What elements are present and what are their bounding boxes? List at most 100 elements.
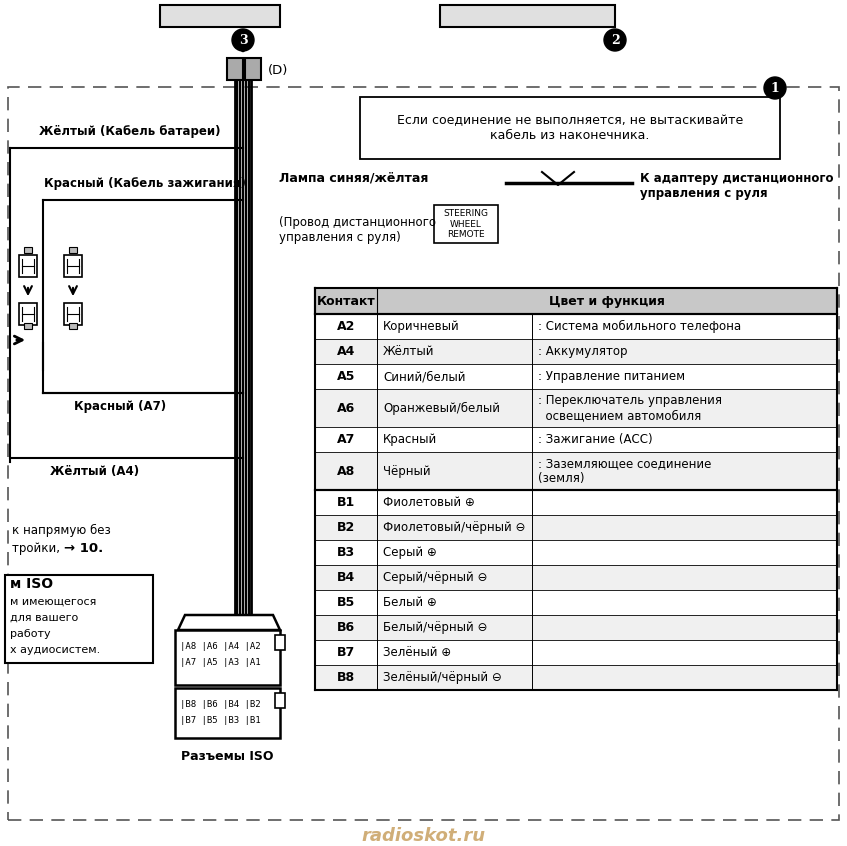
Text: : Заземляющее соединение
(земля): : Заземляющее соединение (земля) [538,457,711,485]
Text: A2: A2 [337,320,355,333]
Bar [275,635,285,650]
Text: Оранжевый/белый: Оранжевый/белый [383,402,500,415]
Circle shape [764,77,786,99]
Circle shape [232,29,254,51]
Bar [315,615,837,640]
Text: |A8 |A6 |A4 |A2: |A8 |A6 |A4 |A2 [180,641,261,651]
Text: A6: A6 [337,402,355,415]
Bar [315,665,837,690]
Text: |A7 |A5 |A3 |A1: |A7 |A5 |A3 |A1 [180,657,261,667]
Text: B4: B4 [337,571,355,584]
Text: Жёлтый (Кабель батареи): Жёлтый (Кабель батареи) [39,125,221,138]
Bar [160,5,280,27]
Bar [315,515,837,540]
Text: 1: 1 [771,81,779,95]
Text: B1: B1 [337,496,355,509]
Bar [5,575,153,663]
Text: работу: работу [10,629,51,639]
Text: Цвет и функция: Цвет и функция [549,294,665,307]
Text: Жёлтый: Жёлтый [383,345,435,358]
Circle shape [604,29,626,51]
Bar [360,97,780,159]
Bar [69,247,77,253]
Text: Красный: Красный [383,433,437,446]
Text: : Система мобильного телефона: : Система мобильного телефона [538,320,741,333]
Bar [315,339,837,364]
Text: м ISO: м ISO [10,577,53,591]
Text: х аудиосистем.: х аудиосистем. [10,645,100,655]
Bar [434,205,498,243]
Text: A4: A4 [337,345,355,358]
Text: B6: B6 [337,621,355,634]
Text: Красный (А7): Красный (А7) [74,399,166,413]
Bar [64,255,82,277]
Bar [315,364,837,389]
Bar [315,490,837,515]
Text: Красный (Кабель зажигания): Красный (Кабель зажигания) [44,177,246,190]
Text: Жёлтый (А4): Жёлтый (А4) [51,464,140,477]
Text: тройки,: тройки, [12,541,64,554]
Bar [8,87,839,820]
Text: A7: A7 [337,433,355,446]
Text: radioskot.ru: radioskot.ru [361,827,485,845]
Text: Зелёный ⊕: Зелёный ⊕ [383,646,451,659]
Text: B8: B8 [337,671,355,684]
Bar [24,323,32,329]
Text: (Провод дистанционного
управления с руля): (Провод дистанционного управления с руля… [279,216,436,244]
Bar [24,247,32,253]
Text: Синий/белый: Синий/белый [383,370,466,383]
Bar [315,427,837,452]
Text: Зелёный/чёрный ⊖: Зелёный/чёрный ⊖ [383,671,501,684]
Text: B7: B7 [337,646,355,659]
Text: B5: B5 [337,596,355,609]
Bar [315,452,837,490]
Text: B3: B3 [337,546,355,559]
Text: : Управление питанием: : Управление питанием [538,370,685,383]
Text: STEERING
WHEEL
REMOTE: STEERING WHEEL REMOTE [444,209,489,239]
Text: Серый/чёрный ⊖: Серый/чёрный ⊖ [383,571,487,584]
Text: A8: A8 [337,464,355,477]
Text: Разъемы ISO: Разъемы ISO [180,750,274,762]
Text: Чёрный: Чёрный [383,464,430,477]
Text: Белый/чёрный ⊖: Белый/чёрный ⊖ [383,621,487,634]
Bar [315,565,837,590]
Text: Коричневый: Коричневый [383,320,460,333]
Text: К адаптеру дистанционного
управления с руля: К адаптеру дистанционного управления с р… [640,172,833,200]
Bar [440,5,615,27]
Bar [227,58,243,80]
Polygon shape [178,615,280,630]
Bar [315,288,837,314]
Text: Фиолетовый/чёрный ⊖: Фиолетовый/чёрный ⊖ [383,521,525,534]
Text: 3: 3 [239,34,247,47]
Bar [19,255,37,277]
Text: B2: B2 [337,521,355,534]
Text: Лампа синяя/жёлтая: Лампа синяя/жёлтая [279,172,429,184]
Text: A5: A5 [337,370,355,383]
Text: → 10.: → 10. [64,541,103,554]
Text: : Аккумулятор: : Аккумулятор [538,345,628,358]
Text: м имеющегося: м имеющегося [10,597,97,607]
Text: 2: 2 [611,34,619,47]
Bar [315,590,837,615]
Text: к напрямую без: к напрямую без [12,524,111,536]
Text: : Переключатель управления
  освещением автомобиля: : Переключатель управления освещением ав… [538,394,722,422]
Text: Серый ⊕: Серый ⊕ [383,546,437,559]
Text: |B8 |B6 |B4 |B2: |B8 |B6 |B4 |B2 [180,700,261,708]
Bar [315,314,837,339]
Bar [175,688,280,738]
Bar [315,389,837,427]
Bar [69,323,77,329]
Bar [315,540,837,565]
Text: |B7 |B5 |B3 |B1: |B7 |B5 |B3 |B1 [180,716,261,724]
Bar [175,630,280,685]
Bar [275,693,285,708]
Bar [235,68,251,683]
Text: Контакт: Контакт [317,294,375,307]
Text: : Зажигание (АСС): : Зажигание (АСС) [538,433,653,446]
Text: (D): (D) [268,63,288,76]
Bar [315,640,837,665]
Bar [245,58,261,80]
Text: Белый ⊕: Белый ⊕ [383,596,437,609]
Text: для вашего: для вашего [10,613,78,623]
Bar [64,303,82,325]
